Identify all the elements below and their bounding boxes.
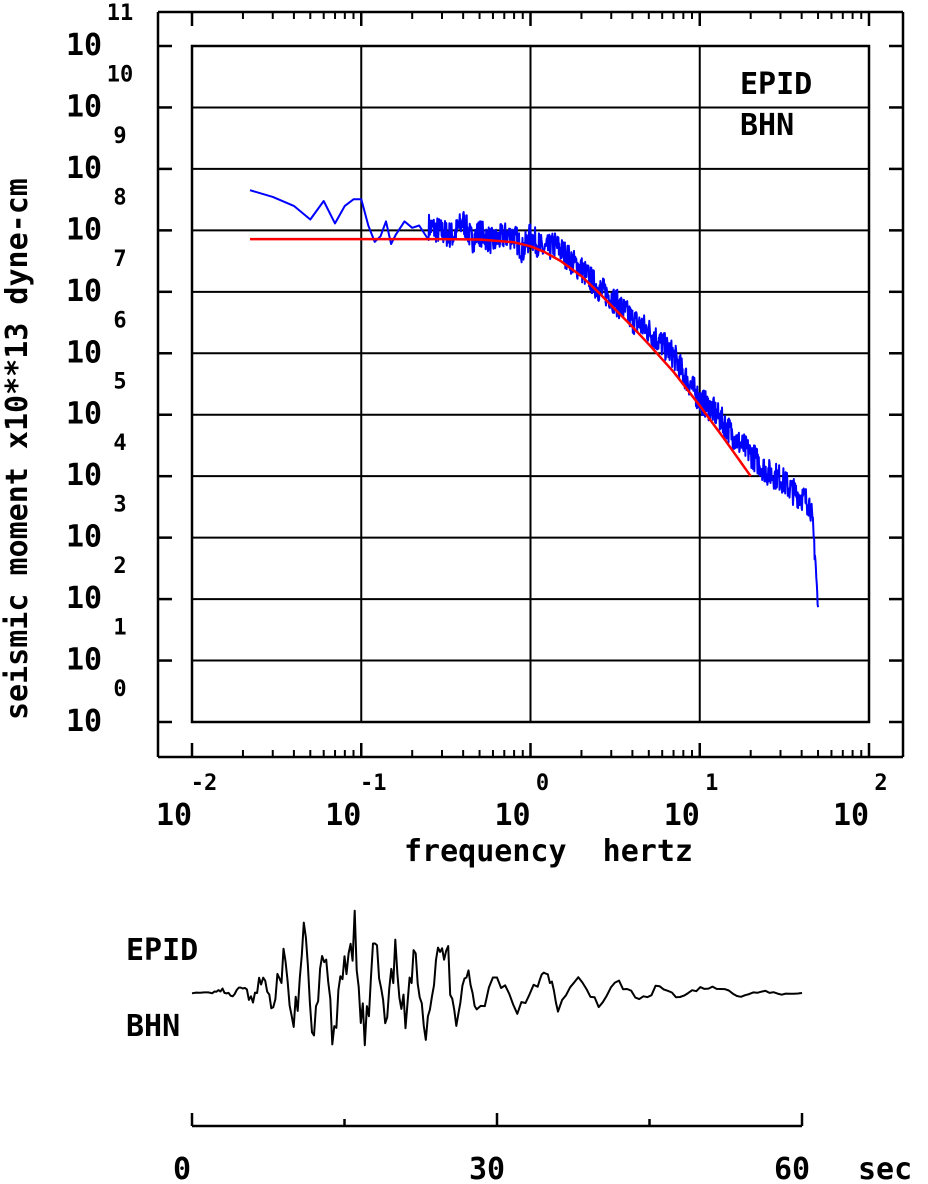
time-axis-tick-label: 30: [469, 1152, 505, 1184]
spectrum-x-axis-label: frequency hertz: [404, 834, 693, 869]
time-axis: 0 30 60: [173, 1113, 810, 1184]
spectrum-y-tick-exponent: 2: [113, 554, 126, 579]
spectrum-x-tick-base: 10: [494, 798, 530, 833]
spectrum-grid: [191, 45, 870, 723]
spectrum-annotation-bhn: BHN: [740, 108, 794, 143]
spectrum-fit-line: [250, 237, 752, 477]
spectrum-y-tick-base: 10: [66, 151, 102, 186]
spectrum-y-tick-exponent: 9: [113, 124, 126, 149]
spectrum-y-tick-exponent: 8: [113, 185, 126, 210]
spectrum-y-axis-label: seismic moment x10**13 dyne-cm: [0, 178, 35, 720]
seismogram-chart: EPID BHN 0 30 60 sec: [126, 909, 912, 1184]
spectrum-y-tick-base: 10: [66, 458, 102, 493]
seismogram-line: [191, 909, 803, 1047]
spectrum-y-tick-base: 10: [66, 28, 102, 63]
seismogram-annotation-bhn: BHN: [126, 1009, 180, 1044]
spectrum-x-tick-base: 10: [833, 798, 869, 833]
spectrum-y-tick-exponent: 4: [113, 431, 126, 456]
time-axis-unit: sec: [858, 1152, 912, 1184]
spectrum-y-tick-exponent: 3: [113, 493, 126, 518]
spectrum-y-tick-base: 10: [66, 335, 102, 370]
seismogram-annotation-epid: EPID: [126, 933, 198, 968]
spectrum-y-tick-base: 10: [66, 520, 102, 555]
time-axis-tick-label: 60: [774, 1152, 810, 1184]
spectrum-y-tick-exponent: 6: [113, 308, 126, 333]
spectrum-chart: 11101010910810710610510410310210110010-2…: [0, 1, 905, 869]
spectrum-series: [249, 189, 820, 608]
spectrum-x-tick-base: 10: [664, 798, 700, 833]
spectrum-x-tick-exponent: 1: [705, 771, 718, 796]
spectrum-y-tick-base: 10: [66, 212, 102, 247]
spectrum-x-tick-exponent: -1: [360, 771, 387, 796]
spectrum-x-tick-exponent: 0: [536, 771, 549, 796]
spectrum-y-tick-exponent: 1: [113, 616, 126, 641]
spectrum-x-tick-exponent: -2: [191, 771, 218, 796]
spectrum-y-tick-exponent: 10: [107, 62, 134, 87]
spectrum-annotation-epid: EPID: [740, 67, 812, 102]
spectrum-x-tick-base: 10: [325, 798, 361, 833]
spectrum-y-tick-base: 10: [66, 581, 102, 616]
spectrum-x-tick-exponent: 2: [874, 771, 887, 796]
spectrum-y-tick-base: 10: [66, 89, 102, 124]
spectrum-plot-frame: [190, 44, 871, 724]
spectrum-x-tick-base: 10: [156, 798, 192, 833]
seismogram-trace: [191, 909, 803, 1047]
spectrum-y-tick-base: 10: [66, 643, 102, 678]
spectrum-y-tick-exponent: 7: [113, 247, 126, 272]
spectrum-y-tick-base: 10: [66, 274, 102, 309]
spectrum-y-tick-exponent: 0: [113, 677, 126, 702]
time-axis-tick-label: 0: [173, 1152, 191, 1184]
spectrum-axes: 11101010910810710610510410310210110010-2…: [66, 1, 905, 833]
spectrum-y-tick-base: 10: [66, 397, 102, 432]
spectrum-y-tick-exponent: 5: [113, 370, 126, 395]
spectrum-data-line: [249, 189, 820, 608]
spectrum-y-tick-base: 10: [66, 704, 102, 739]
spectrum-y-tick-exponent: 11: [107, 1, 134, 26]
